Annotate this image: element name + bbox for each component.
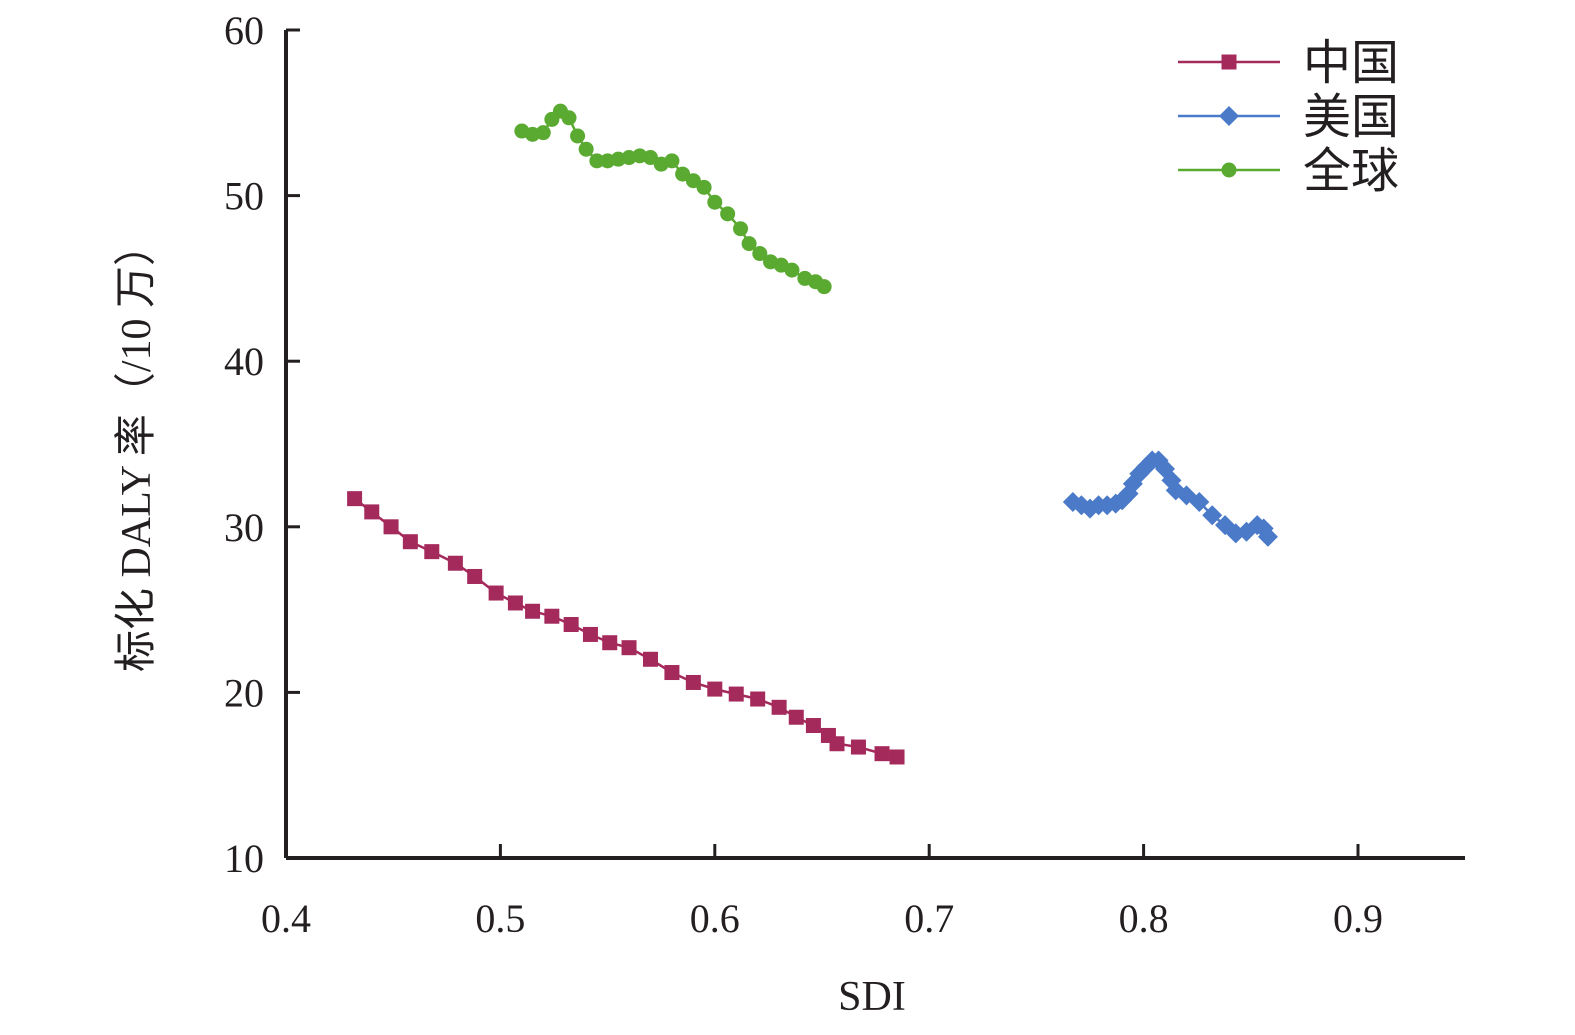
data-point bbox=[805, 718, 821, 734]
x-tick-label: 0.6 bbox=[690, 896, 740, 941]
axes bbox=[284, 30, 1465, 860]
tick-labels: 10 20 30 40 50 60 0.4 0.5 0.6 0.7 0.8 0.9 bbox=[224, 8, 1383, 941]
data-point bbox=[467, 568, 483, 584]
data-point bbox=[402, 534, 418, 550]
legend-swatch-marker bbox=[1221, 54, 1237, 70]
data-point bbox=[642, 651, 658, 667]
data-point bbox=[383, 519, 399, 535]
x-tick-label: 0.7 bbox=[904, 896, 954, 941]
data-point bbox=[570, 128, 586, 144]
data-point bbox=[347, 491, 363, 507]
legend-item: 全球 bbox=[1178, 143, 1399, 199]
data-point bbox=[424, 544, 440, 560]
y-tick-label: 40 bbox=[224, 339, 264, 384]
data-point bbox=[507, 595, 523, 611]
series-0 bbox=[347, 491, 905, 765]
data-point bbox=[720, 206, 736, 222]
data-point bbox=[874, 746, 890, 762]
y-tick-label: 30 bbox=[224, 505, 264, 550]
series-1 bbox=[1062, 450, 1278, 547]
data-point bbox=[816, 279, 832, 295]
x-tick-label: 0.9 bbox=[1333, 896, 1383, 941]
data-point bbox=[561, 110, 577, 126]
y-tick-label: 60 bbox=[224, 8, 264, 53]
data-point bbox=[675, 166, 691, 182]
data-point bbox=[535, 125, 551, 141]
data-point bbox=[707, 681, 723, 697]
data-point bbox=[582, 626, 598, 642]
y-axis-title: 标化 DALY 率（/10 万） bbox=[113, 224, 160, 672]
data-point bbox=[685, 674, 701, 690]
data-point bbox=[889, 749, 905, 765]
data-point bbox=[642, 150, 658, 166]
data-point bbox=[850, 739, 866, 755]
ticks bbox=[284, 28, 1360, 860]
data-point bbox=[752, 246, 768, 262]
data-point bbox=[733, 221, 749, 237]
legend-item: 美国 bbox=[1178, 89, 1399, 145]
data-point bbox=[578, 141, 594, 157]
y-tick-label: 10 bbox=[224, 836, 264, 881]
data-point bbox=[741, 236, 757, 252]
data-point bbox=[707, 194, 723, 210]
data-point bbox=[1189, 491, 1210, 512]
data-point bbox=[696, 179, 712, 195]
legend-label: 美国 bbox=[1303, 89, 1399, 145]
y-tick-label: 20 bbox=[224, 670, 264, 715]
data-point bbox=[589, 153, 605, 169]
data-point bbox=[728, 686, 744, 702]
legend-swatch-marker bbox=[1219, 106, 1239, 126]
data-point bbox=[664, 665, 680, 681]
data-point bbox=[750, 691, 766, 707]
data-point bbox=[685, 173, 701, 189]
data-point bbox=[621, 640, 637, 656]
series-layer bbox=[347, 103, 1278, 765]
data-point bbox=[447, 555, 463, 571]
data-point bbox=[602, 635, 618, 651]
data-point bbox=[788, 709, 804, 725]
y-tick-label: 50 bbox=[224, 174, 264, 219]
data-point bbox=[364, 504, 380, 520]
data-point bbox=[1202, 505, 1223, 526]
data-point bbox=[771, 699, 787, 715]
data-point bbox=[784, 262, 800, 278]
x-axis-title: SDI bbox=[838, 974, 906, 1020]
data-point bbox=[829, 736, 845, 752]
data-point bbox=[664, 153, 680, 169]
x-tick-label: 0.8 bbox=[1119, 896, 1169, 941]
data-point bbox=[525, 603, 541, 619]
legend-swatch-marker bbox=[1221, 162, 1237, 178]
legend-item: 中国 bbox=[1178, 35, 1399, 91]
legend-label: 中国 bbox=[1303, 35, 1399, 91]
data-point bbox=[544, 608, 560, 624]
data-point bbox=[563, 617, 579, 633]
series-2 bbox=[514, 103, 832, 295]
legend-label: 全球 bbox=[1303, 143, 1399, 199]
data-point bbox=[1257, 526, 1278, 547]
data-point bbox=[488, 585, 504, 601]
x-tick-label: 0.4 bbox=[261, 896, 311, 941]
x-tick-label: 0.5 bbox=[475, 896, 525, 941]
